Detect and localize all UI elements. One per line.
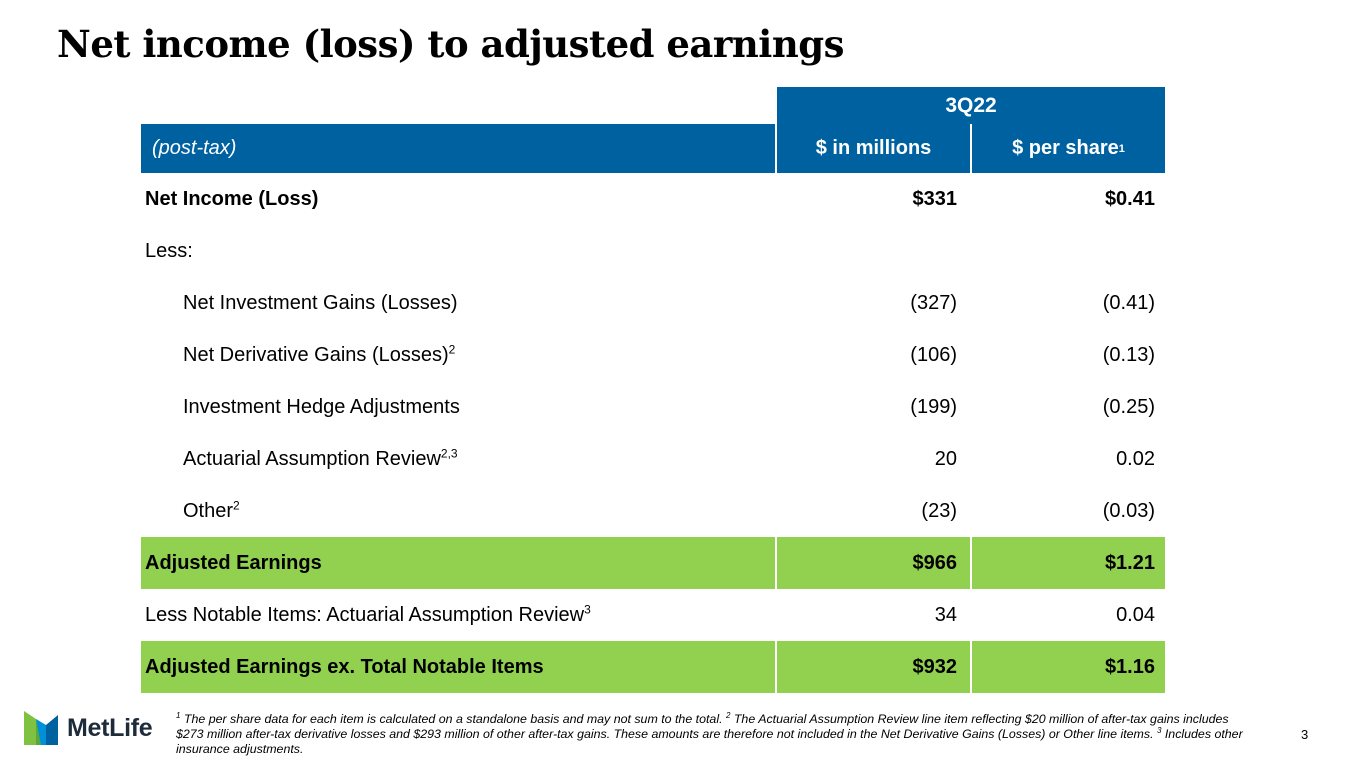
row-millions: (327)	[910, 291, 957, 314]
row-label: Net Derivative Gains (Losses)2	[141, 341, 775, 367]
row-label-text: Net Investment Gains (Losses)	[183, 291, 458, 314]
footnote-text: The per share data for each item is calc…	[180, 712, 726, 726]
footnote-sup: 2	[725, 710, 731, 720]
row-label-text: Other	[183, 499, 234, 522]
row-millions: $966	[777, 537, 970, 589]
row-per-share: 0.02	[1116, 447, 1155, 470]
logo-wordmark: MetLife	[67, 713, 153, 742]
row-label-sup: 2	[233, 497, 240, 512]
row-label-sup: 2,3	[440, 445, 458, 460]
per-share-header-label: $ per share	[1012, 137, 1119, 159]
table-row: Less:	[141, 225, 1165, 277]
page-title: Net income (loss) to adjusted earnings	[57, 22, 844, 66]
post-tax-header: (post-tax)	[141, 124, 775, 173]
footnote-sup: 3	[1156, 725, 1162, 735]
row-label: Less Notable Items: Actuarial Assumption…	[141, 601, 775, 627]
row-per-share: (0.13)	[1102, 343, 1155, 366]
row-label-text: Net Derivative Gains (Losses)	[183, 343, 449, 366]
row-label-text: Net Income (Loss)	[145, 187, 319, 210]
footnote-text: Includes other insurance adjustments.	[176, 727, 1243, 756]
row-label: Adjusted Earnings	[141, 537, 775, 589]
row-millions: $331	[912, 187, 958, 210]
row-millions: 34	[934, 603, 957, 626]
row-label-sup: 3	[584, 601, 591, 616]
row-per-share: $1.16	[972, 641, 1165, 693]
metlife-logo: MetLife	[24, 711, 153, 745]
row-label-text: Actuarial Assumption Review	[183, 447, 441, 470]
row-per-share: (0.03)	[1102, 499, 1155, 522]
earnings-table: 3Q22 (post-tax) $ in millions $ per shar…	[141, 87, 1165, 693]
period-header: 3Q22	[777, 87, 1165, 124]
row-label-text: Less:	[145, 239, 193, 262]
row-label-sup: 2	[448, 341, 456, 356]
row-label-text: Investment Hedge Adjustments	[183, 395, 460, 418]
row-per-share: $1.21	[972, 537, 1165, 589]
metlife-m-icon	[24, 711, 58, 745]
row-label: Adjusted Earnings ex. Total Notable Item…	[141, 641, 775, 693]
row-millions: $932	[777, 641, 970, 693]
table-row: Net Derivative Gains (Losses)2 (106) (0.…	[141, 329, 1165, 381]
row-label-text: Less Notable Items: Actuarial Assumption…	[145, 603, 585, 626]
row-label-text: Adjusted Earnings	[145, 551, 322, 574]
millions-column-header: $ in millions	[777, 124, 970, 173]
row-label: Net Investment Gains (Losses)	[141, 292, 775, 315]
table-row: Net Income (Loss) $331 $0.41	[141, 173, 1165, 225]
row-label: Less:	[141, 240, 775, 263]
row-per-share: (0.25)	[1102, 395, 1155, 418]
period-header-row: 3Q22	[141, 87, 1165, 124]
table-row-highlight: Adjusted Earnings $966 $1.21	[141, 537, 1165, 589]
table-row: Net Investment Gains (Losses) (327) (0.4…	[141, 277, 1165, 329]
row-per-share: (0.41)	[1102, 291, 1155, 314]
row-label: Actuarial Assumption Review2,3	[141, 445, 775, 471]
table-row: Investment Hedge Adjustments (199) (0.25…	[141, 381, 1165, 433]
row-label: Net Income (Loss)	[141, 188, 775, 211]
page-number: 3	[1301, 727, 1309, 742]
row-label: Other2	[141, 497, 775, 523]
row-millions: (23)	[921, 499, 957, 522]
row-label-text: Adjusted Earnings ex. Total Notable Item…	[145, 655, 544, 678]
footnote: 1 The per share data for each item is ca…	[176, 710, 1256, 757]
row-label: Investment Hedge Adjustments	[141, 396, 775, 419]
table-row: Other2 (23) (0.03)	[141, 485, 1165, 537]
per-share-column-header: $ per share 1	[972, 124, 1165, 173]
table-row-highlight: Adjusted Earnings ex. Total Notable Item…	[141, 641, 1165, 693]
footnote-text: The Actuarial Assumption Review line ite…	[176, 712, 1229, 741]
footnote-sup: 1	[176, 710, 181, 720]
column-header-row: (post-tax) $ in millions $ per share 1	[141, 124, 1165, 173]
row-per-share: 0.04	[1116, 603, 1155, 626]
table-row: Less Notable Items: Actuarial Assumption…	[141, 589, 1165, 641]
row-millions: (106)	[910, 343, 957, 366]
row-millions: (199)	[910, 395, 957, 418]
row-millions: 20	[934, 447, 957, 470]
table-row: Actuarial Assumption Review2,3 20 0.02	[141, 433, 1165, 485]
row-per-share: $0.41	[1104, 187, 1155, 210]
